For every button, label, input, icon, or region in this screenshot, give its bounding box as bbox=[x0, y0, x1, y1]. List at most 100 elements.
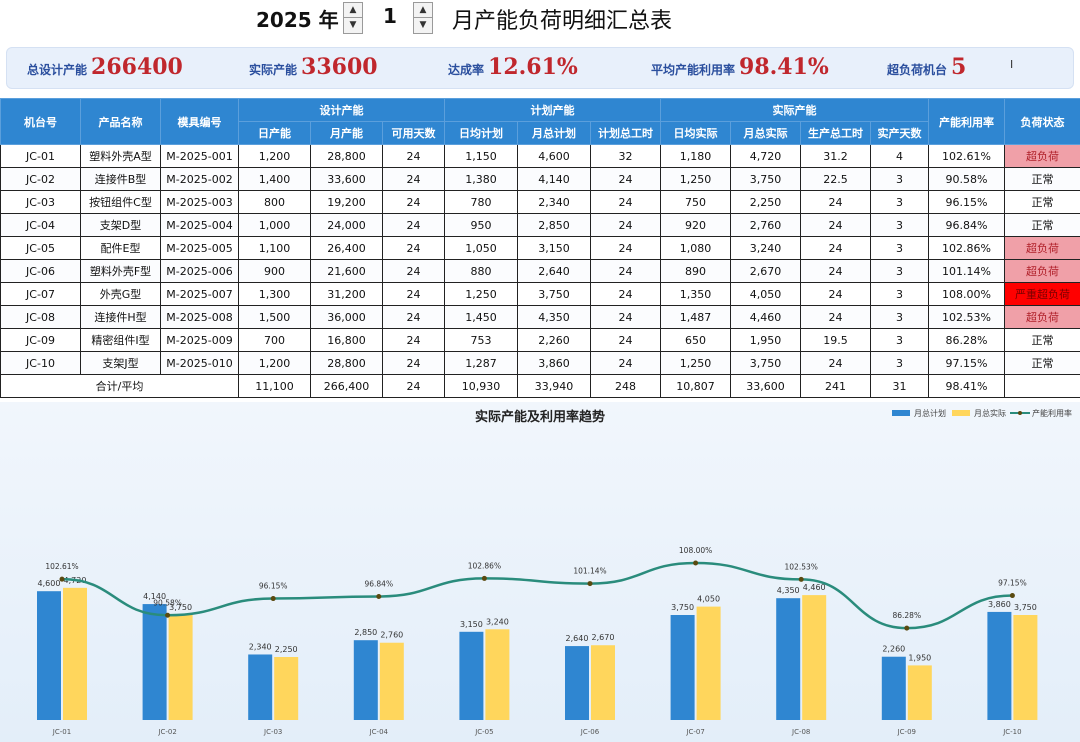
table-cell[interactable]: 连接件B型 bbox=[81, 168, 161, 191]
table-cell[interactable]: 24 bbox=[801, 283, 871, 306]
table-cell[interactable]: 3,150 bbox=[518, 237, 591, 260]
table-cell[interactable]: 配件E型 bbox=[81, 237, 161, 260]
table-cell[interactable]: 28,800 bbox=[311, 352, 383, 375]
year-spinner[interactable]: ▲ ▼ bbox=[343, 2, 363, 34]
table-cell[interactable]: 97.15% bbox=[929, 352, 1005, 375]
table-cell[interactable]: 24 bbox=[383, 214, 445, 237]
table-cell[interactable]: JC-10 bbox=[1, 352, 81, 375]
table-cell[interactable]: 3 bbox=[871, 168, 929, 191]
table-row[interactable]: JC-05 配件E型 M-2025-005 1,100 26,400 24 1,050 3,1… bbox=[1, 237, 1080, 260]
table-cell[interactable]: 2,760 bbox=[731, 214, 801, 237]
header-month-plan[interactable]: 月总计划 bbox=[518, 122, 591, 145]
table-cell[interactable]: 24 bbox=[801, 191, 871, 214]
table-cell[interactable]: 102.53% bbox=[929, 306, 1005, 329]
status-badge[interactable]: 超负荷 bbox=[1005, 306, 1080, 329]
table-cell[interactable]: 塑料外壳A型 bbox=[81, 145, 161, 168]
header-days[interactable]: 可用天数 bbox=[383, 122, 445, 145]
table-cell[interactable]: 24 bbox=[591, 260, 661, 283]
table-cell[interactable]: 2,670 bbox=[731, 260, 801, 283]
table-cell[interactable]: 1,950 bbox=[731, 329, 801, 352]
table-cell[interactable]: 3,750 bbox=[518, 283, 591, 306]
table-cell[interactable]: JC-05 bbox=[1, 237, 81, 260]
table-row[interactable]: JC-07 外壳G型 M-2025-007 1,300 31,200 24 1,250 3,7… bbox=[1, 283, 1080, 306]
table-cell[interactable]: 24 bbox=[591, 237, 661, 260]
table-cell[interactable]: M-2025-003 bbox=[161, 191, 239, 214]
table-cell[interactable]: 3 bbox=[871, 352, 929, 375]
table-cell[interactable]: JC-06 bbox=[1, 260, 81, 283]
status-badge[interactable]: 超负荷 bbox=[1005, 237, 1080, 260]
table-cell[interactable]: 4,140 bbox=[518, 168, 591, 191]
table-cell[interactable]: 24 bbox=[591, 306, 661, 329]
table-cell[interactable]: 24 bbox=[591, 168, 661, 191]
table-cell[interactable]: 1,200 bbox=[239, 352, 311, 375]
table-cell[interactable]: 24 bbox=[383, 191, 445, 214]
table-row[interactable]: JC-04 支架D型 M-2025-004 1,000 24,000 24 950 2,850… bbox=[1, 214, 1080, 237]
table-cell[interactable]: M-2025-006 bbox=[161, 260, 239, 283]
table-row[interactable]: JC-01 塑料外壳A型 M-2025-001 1,200 28,800 24 1,150 4… bbox=[1, 145, 1080, 168]
table-cell[interactable]: 24 bbox=[383, 306, 445, 329]
status-badge[interactable]: 超负荷 bbox=[1005, 260, 1080, 283]
month-down-button[interactable]: ▼ bbox=[414, 18, 432, 33]
header-daily-plan[interactable]: 日均计划 bbox=[445, 122, 518, 145]
table-cell[interactable]: 精密组件I型 bbox=[81, 329, 161, 352]
table-cell[interactable]: 31,200 bbox=[311, 283, 383, 306]
table-cell[interactable]: 3 bbox=[871, 306, 929, 329]
table-cell[interactable]: M-2025-010 bbox=[161, 352, 239, 375]
table-cell[interactable]: 31.2 bbox=[801, 145, 871, 168]
table-cell[interactable]: 3 bbox=[871, 237, 929, 260]
table-cell[interactable]: 108.00% bbox=[929, 283, 1005, 306]
table-cell[interactable]: 19,200 bbox=[311, 191, 383, 214]
table-cell[interactable]: 102.86% bbox=[929, 237, 1005, 260]
table-cell[interactable]: 36,000 bbox=[311, 306, 383, 329]
status-badge[interactable]: 正常 bbox=[1005, 352, 1080, 375]
table-cell[interactable]: 3 bbox=[871, 191, 929, 214]
month-up-button[interactable]: ▲ bbox=[414, 3, 432, 18]
table-cell[interactable]: 2,340 bbox=[518, 191, 591, 214]
table-cell[interactable]: JC-03 bbox=[1, 191, 81, 214]
table-cell[interactable]: 96.84% bbox=[929, 214, 1005, 237]
table-cell[interactable]: 3 bbox=[871, 214, 929, 237]
table-cell[interactable]: 3,240 bbox=[731, 237, 801, 260]
table-cell[interactable]: 19.5 bbox=[801, 329, 871, 352]
table-cell[interactable]: 24 bbox=[591, 352, 661, 375]
table-cell[interactable]: 24 bbox=[801, 260, 871, 283]
table-cell[interactable]: 1,500 bbox=[239, 306, 311, 329]
table-cell[interactable]: 1,250 bbox=[661, 352, 731, 375]
table-row[interactable]: JC-08 连接件H型 M-2025-008 1,500 36,000 24 1,450 4,… bbox=[1, 306, 1080, 329]
table-cell[interactable]: 1,080 bbox=[661, 237, 731, 260]
table-cell[interactable]: JC-08 bbox=[1, 306, 81, 329]
status-badge[interactable]: 严重超负荷 bbox=[1005, 283, 1080, 306]
table-cell[interactable]: 1,000 bbox=[239, 214, 311, 237]
table-cell[interactable]: 24 bbox=[383, 145, 445, 168]
table-row[interactable]: JC-02 连接件B型 M-2025-002 1,400 33,600 24 1,380 4,… bbox=[1, 168, 1080, 191]
table-cell[interactable]: 1,250 bbox=[661, 168, 731, 191]
table-cell[interactable]: 1,200 bbox=[239, 145, 311, 168]
table-cell[interactable]: 86.28% bbox=[929, 329, 1005, 352]
table-cell[interactable]: 33,600 bbox=[311, 168, 383, 191]
table-cell[interactable]: 920 bbox=[661, 214, 731, 237]
table-cell[interactable]: 32 bbox=[591, 145, 661, 168]
table-cell[interactable]: M-2025-008 bbox=[161, 306, 239, 329]
table-cell[interactable]: 1,250 bbox=[445, 283, 518, 306]
table-cell[interactable]: 24,000 bbox=[311, 214, 383, 237]
header-util[interactable]: 产能利用率 bbox=[929, 99, 1005, 145]
table-cell[interactable]: 4,460 bbox=[731, 306, 801, 329]
table-cell[interactable]: 26,400 bbox=[311, 237, 383, 260]
table-row[interactable]: JC-10 支架J型 M-2025-010 1,200 28,800 24 1,287 3,8… bbox=[1, 352, 1080, 375]
table-cell[interactable]: 753 bbox=[445, 329, 518, 352]
table-cell[interactable]: 24 bbox=[591, 329, 661, 352]
header-day-cap[interactable]: 日产能 bbox=[239, 122, 311, 145]
table-cell[interactable]: M-2025-007 bbox=[161, 283, 239, 306]
table-cell[interactable]: 4,050 bbox=[731, 283, 801, 306]
year-down-button[interactable]: ▼ bbox=[344, 18, 362, 33]
table-cell[interactable]: 890 bbox=[661, 260, 731, 283]
table-cell[interactable]: M-2025-001 bbox=[161, 145, 239, 168]
table-cell[interactable]: 3,750 bbox=[731, 352, 801, 375]
table-row[interactable]: JC-06 塑料外壳F型 M-2025-006 900 21,600 24 880 2,640… bbox=[1, 260, 1080, 283]
table-cell[interactable]: 4,600 bbox=[518, 145, 591, 168]
table-cell[interactable]: 750 bbox=[661, 191, 731, 214]
table-cell[interactable]: 900 bbox=[239, 260, 311, 283]
table-cell[interactable]: 支架J型 bbox=[81, 352, 161, 375]
table-cell[interactable]: 24 bbox=[591, 191, 661, 214]
header-daily-actual[interactable]: 日均实际 bbox=[661, 122, 731, 145]
